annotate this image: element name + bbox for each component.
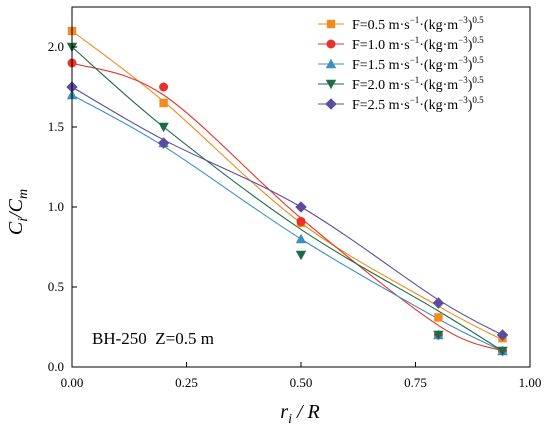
x-tick-label: 0.00 [61, 375, 84, 390]
series-1-curve [71, 30, 503, 341]
y-tick-label: 1.5 [48, 119, 64, 134]
series-5-point [496, 329, 509, 341]
x-tick-label: 0.75 [404, 375, 427, 390]
series-2-point [159, 82, 169, 92]
y-tick-label: 0.5 [48, 279, 64, 294]
series-5-point [295, 201, 307, 213]
x-tick-label: 1.00 [519, 375, 542, 390]
x-axis-title-sub: i [288, 412, 292, 427]
series-4-point [295, 250, 307, 261]
legend-label-4: F=2.0 m·s−1·(kg·m−3)0.5 [352, 75, 484, 93]
x-axis-title-main: r [280, 401, 288, 423]
series-4-point [158, 122, 169, 133]
series-4-curve [71, 46, 503, 352]
legend-marker-3 [325, 58, 337, 69]
series-3-curve [71, 94, 503, 352]
legend-label-2: F=1.0 m·s−1·(kg·m−3)0.5 [352, 35, 484, 53]
series-5-point [157, 137, 170, 149]
legend-marker-5 [325, 98, 337, 110]
y-axis-title-sub: i [16, 218, 31, 222]
series-2-point [296, 216, 306, 226]
series-1-point [159, 98, 168, 108]
legend-marker-4 [325, 79, 337, 90]
series-4-point [433, 330, 444, 341]
y-axis-title: Ci/Cm [5, 189, 31, 235]
x-tick-label: 0.25 [175, 375, 198, 390]
legend-label-1: F=0.5 m·s−1·(kg·m−3)0.5 [352, 15, 484, 33]
series-4-point [497, 346, 508, 357]
legend-marker-1 [326, 19, 336, 29]
legend-marker-2 [326, 39, 336, 49]
x-axis-title-rest: / R [292, 401, 320, 423]
legend-label-5: F=2.5 m·s−1·(kg·m−3)0.5 [352, 95, 484, 113]
y-axis-title-mid: /C [5, 198, 27, 219]
series-1-point [434, 313, 443, 322]
series-3-point [295, 233, 307, 244]
annotation-label: BH-250 Z=0.5 m [92, 329, 214, 348]
y-tick-label: 1.0 [48, 199, 64, 214]
legend-label-3: F=1.5 m·s−1·(kg·m−3)0.5 [352, 55, 484, 73]
legend: F=0.5 m·s−1·(kg·m−3)0.5 F=1.0 m·s−1·(kg·m… [318, 15, 484, 113]
y-tick-label: 0.0 [48, 359, 64, 374]
x-axis-title: ri / R [280, 401, 319, 427]
ticks-layer: 0.00 0.25 0.50 0.75 1.00 0.0 0.5 1.0 1.5 2.0 [48, 39, 542, 390]
series-5-point [432, 297, 445, 309]
y-tick-label: 2.0 [48, 39, 64, 54]
x-tick-label: 0.50 [290, 375, 313, 390]
y-axis-title-sub2: m [16, 189, 31, 199]
y-axis-title-main: C [5, 221, 27, 235]
